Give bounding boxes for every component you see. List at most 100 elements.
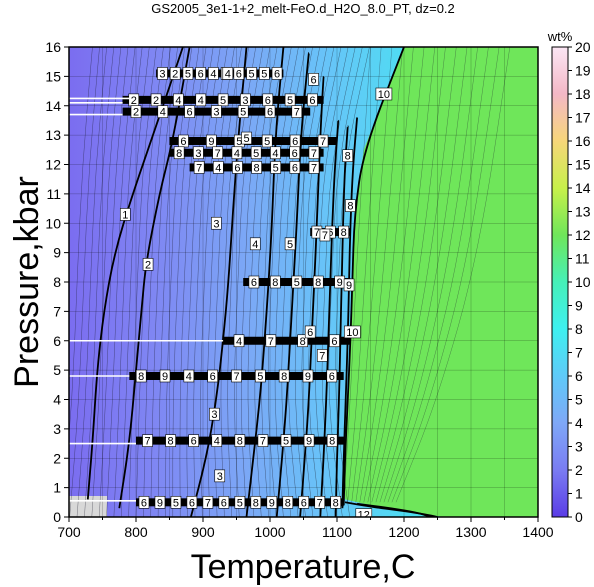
level-box bbox=[183, 369, 195, 383]
level-box bbox=[289, 146, 301, 160]
colorbar-tick-label: 7 bbox=[575, 345, 583, 361]
level-box bbox=[135, 369, 147, 383]
contour-label-box bbox=[211, 216, 222, 230]
contour-label-box bbox=[284, 237, 296, 251]
level-box-label: 5 bbox=[249, 68, 255, 80]
level-box-label: 6 bbox=[292, 136, 298, 148]
y-tick-label: 0 bbox=[53, 509, 61, 525]
contour-line-10 bbox=[342, 47, 405, 506]
level-box-label: 2 bbox=[172, 68, 178, 80]
colorbar-tick-label: 17 bbox=[575, 110, 591, 126]
level-box bbox=[218, 496, 230, 509]
colorbar-tick-label: 8 bbox=[575, 321, 583, 337]
x-axis-title: Temperature,C bbox=[191, 548, 416, 586]
level-box bbox=[303, 434, 315, 447]
level-box-label: 5 bbox=[253, 148, 259, 160]
level-box-label: 4 bbox=[160, 107, 166, 119]
y-tick-label: 13 bbox=[45, 127, 61, 143]
contour-label: 10 bbox=[346, 327, 358, 339]
thin-contour bbox=[355, 47, 403, 503]
colorbar-tick-label: 2 bbox=[575, 462, 583, 478]
contour-label-box bbox=[342, 149, 354, 162]
colorbar-unit: wt% bbox=[547, 29, 573, 44]
level-box bbox=[329, 334, 340, 348]
level-box-label: 9 bbox=[157, 497, 163, 509]
level-box-label: 6 bbox=[331, 336, 337, 348]
level-box-label: 5 bbox=[261, 68, 267, 80]
level-box-label: 6 bbox=[187, 107, 193, 119]
colorbar-tick-label: 16 bbox=[575, 133, 591, 149]
level-box-label: 8 bbox=[237, 436, 243, 448]
level-band bbox=[169, 137, 337, 145]
level-box-label: 5 bbox=[240, 107, 246, 119]
thin-contour bbox=[391, 47, 500, 503]
level-box-label: 5 bbox=[185, 68, 191, 80]
level-box-label: 7 bbox=[294, 107, 300, 119]
level-box bbox=[195, 93, 207, 107]
level-box bbox=[251, 161, 262, 174]
level-box bbox=[169, 67, 181, 80]
colorbar-tick-label: 10 bbox=[575, 274, 591, 290]
level-box bbox=[271, 67, 283, 80]
thin-contour bbox=[395, 47, 511, 503]
level-box-label: 6 bbox=[274, 68, 280, 80]
contour-label: 12 bbox=[358, 510, 370, 522]
contour-line-2 bbox=[118, 47, 191, 509]
level-box-label: 7 bbox=[311, 162, 317, 174]
level-box bbox=[184, 105, 195, 118]
contour-label: 9 bbox=[346, 280, 352, 292]
contour-label-box bbox=[142, 258, 154, 271]
level-box-label: 3 bbox=[213, 107, 219, 119]
contour-label: 4 bbox=[225, 68, 231, 80]
level-box bbox=[257, 434, 269, 447]
level-box-label: 8 bbox=[333, 497, 339, 509]
level-box bbox=[157, 67, 168, 80]
level-box bbox=[338, 225, 350, 239]
contour-label-box bbox=[119, 208, 131, 221]
level-box-label: 4 bbox=[175, 95, 181, 107]
plot-area: 3256446556224453656246356769556783745467… bbox=[69, 47, 538, 522]
contour-label: 4 bbox=[252, 239, 258, 251]
level-box-label: 3 bbox=[195, 148, 201, 160]
level-box bbox=[195, 67, 206, 80]
y-tick-label: 15 bbox=[45, 68, 61, 84]
level-box-label: 6 bbox=[329, 371, 335, 383]
level-box-label: 7 bbox=[215, 148, 221, 160]
colorbar-tick-label: 1 bbox=[575, 486, 583, 502]
contour-label: 6 bbox=[307, 327, 313, 339]
y-tick-label: 4 bbox=[53, 392, 61, 408]
y-tick-label: 10 bbox=[45, 215, 61, 231]
level-box-label: 6 bbox=[236, 68, 242, 80]
level-box bbox=[307, 93, 318, 107]
level-box bbox=[270, 161, 282, 174]
level-box-label: 6 bbox=[191, 436, 197, 448]
level-box-label: 5 bbox=[257, 371, 263, 383]
contour-label-box bbox=[345, 199, 356, 212]
x-tick-label: 1400 bbox=[522, 524, 553, 540]
level-box-label: 8 bbox=[341, 227, 347, 239]
level-box-label: 4 bbox=[215, 162, 221, 174]
level-box-label: 9 bbox=[306, 436, 312, 448]
level-bands: 3256446556224453656246356769556783745467… bbox=[69, 67, 351, 509]
level-box bbox=[206, 134, 217, 148]
contour-label-box bbox=[343, 278, 355, 292]
level-box bbox=[246, 67, 257, 80]
level-box-label: 6 bbox=[267, 107, 273, 119]
level-box-label: 5 bbox=[273, 162, 279, 174]
level-box-label: 6 bbox=[141, 497, 147, 509]
contour-line-4 bbox=[245, 47, 285, 517]
level-box bbox=[234, 496, 246, 509]
level-box bbox=[308, 161, 320, 174]
contour-label: 5 bbox=[243, 133, 249, 145]
level-box bbox=[291, 105, 303, 118]
level-box-label: 6 bbox=[198, 68, 204, 80]
level-box bbox=[291, 275, 303, 289]
level-box bbox=[142, 434, 153, 447]
level-box bbox=[173, 146, 185, 160]
level-box-label: 8 bbox=[254, 162, 260, 174]
level-box bbox=[186, 496, 198, 509]
grid-lines bbox=[69, 47, 538, 517]
colorbar-tick-label: 11 bbox=[575, 251, 590, 267]
contour-label: 7 bbox=[322, 230, 328, 242]
